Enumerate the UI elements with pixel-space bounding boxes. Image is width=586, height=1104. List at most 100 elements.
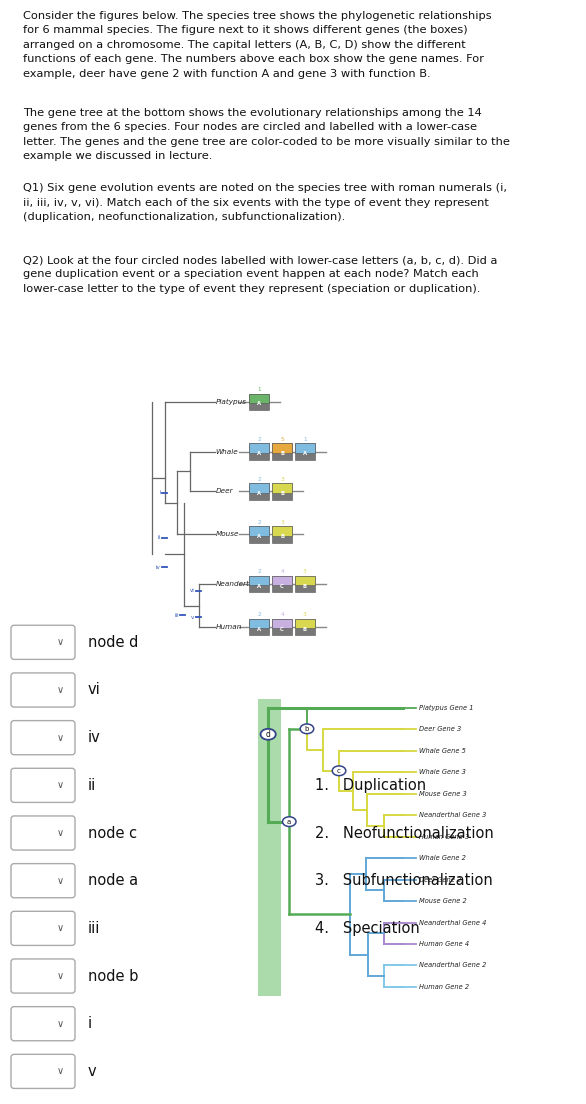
Text: A: A [257,584,261,588]
Text: ∨: ∨ [56,733,63,743]
FancyBboxPatch shape [272,484,292,499]
FancyBboxPatch shape [249,618,270,628]
FancyBboxPatch shape [258,699,281,996]
Text: Platypus: Platypus [216,399,247,405]
Text: 2: 2 [257,570,261,574]
Text: Mouse Gene 3: Mouse Gene 3 [419,790,467,797]
Text: Neanderthal Gene 4: Neanderthal Gene 4 [419,920,486,925]
Text: iii: iii [174,613,179,618]
Text: Q2) Look at the four circled nodes labelled with lower-case letters (a, b, c, d): Q2) Look at the four circled nodes label… [23,255,498,294]
Text: 3: 3 [280,520,284,524]
Text: 2: 2 [257,477,261,481]
Text: Whale: Whale [216,448,238,455]
FancyBboxPatch shape [295,444,315,459]
FancyBboxPatch shape [295,444,315,453]
Text: 2: 2 [257,437,261,442]
Text: node d: node d [88,635,138,650]
Text: d: d [265,730,271,739]
Text: 5: 5 [280,437,284,442]
FancyBboxPatch shape [295,618,315,636]
FancyBboxPatch shape [11,911,75,945]
FancyBboxPatch shape [272,576,292,592]
FancyBboxPatch shape [272,444,292,453]
Text: Human Gene 4: Human Gene 4 [419,941,469,947]
FancyBboxPatch shape [249,527,270,542]
FancyBboxPatch shape [11,1007,75,1041]
Text: 2.   Neofunctionalization: 2. Neofunctionalization [315,826,494,840]
FancyBboxPatch shape [272,527,292,535]
Text: i: i [88,1016,92,1031]
Text: Deer Gene 2: Deer Gene 2 [419,877,461,882]
Text: Neanderthal Gene 3: Neanderthal Gene 3 [419,813,486,818]
Text: b: b [305,725,309,732]
Text: ii: ii [88,778,96,793]
Text: vi: vi [189,588,195,593]
Text: Mouse Gene 2: Mouse Gene 2 [419,898,467,904]
Text: Consider the figures below. The species tree shows the phylogenetic relationship: Consider the figures below. The species … [23,11,492,78]
Text: ∨: ∨ [56,684,63,696]
Text: Neanderthal Gene 2: Neanderthal Gene 2 [419,963,486,968]
FancyBboxPatch shape [249,576,270,592]
Text: 3: 3 [280,477,284,481]
Text: node b: node b [88,968,138,984]
Text: v: v [191,615,195,619]
Text: Whale Gene 3: Whale Gene 3 [419,769,466,775]
FancyBboxPatch shape [272,576,292,585]
Text: ∨: ∨ [56,781,63,790]
Text: A: A [257,534,261,539]
Text: B: B [303,584,307,588]
Text: The gene tree at the bottom shows the evolutionary relationships among the 14
ge: The gene tree at the bottom shows the ev… [23,108,510,161]
Text: ∨: ∨ [56,923,63,933]
FancyBboxPatch shape [249,618,270,636]
FancyBboxPatch shape [272,484,292,492]
Circle shape [261,729,276,740]
Text: i: i [159,490,161,496]
FancyBboxPatch shape [295,576,315,592]
FancyBboxPatch shape [11,625,75,659]
Text: 3.   Subfunctionalization: 3. Subfunctionalization [315,873,493,889]
Text: B: B [280,534,284,539]
Text: Mouse: Mouse [216,531,239,538]
Text: ∨: ∨ [56,1019,63,1029]
Text: ∨: ∨ [56,1066,63,1076]
Text: iv: iv [156,565,161,570]
FancyBboxPatch shape [272,618,292,636]
Text: 3: 3 [303,570,306,574]
Text: Human Gene 3: Human Gene 3 [419,834,469,839]
FancyBboxPatch shape [272,618,292,628]
Text: Human: Human [216,624,242,630]
Text: C: C [280,627,284,631]
FancyBboxPatch shape [249,394,270,403]
Text: Whale Gene 5: Whale Gene 5 [419,747,466,754]
Circle shape [300,724,314,734]
Text: C: C [280,584,284,588]
Text: 1: 1 [257,388,261,392]
Text: vi: vi [88,682,101,698]
Text: B: B [280,491,284,496]
Text: 1.   Duplication: 1. Duplication [315,778,426,793]
FancyBboxPatch shape [11,863,75,898]
Text: iii: iii [88,921,100,936]
Text: 4: 4 [280,570,284,574]
Text: Whale Gene 2: Whale Gene 2 [419,856,466,861]
Text: Platypus Gene 1: Platypus Gene 1 [419,704,473,711]
FancyBboxPatch shape [272,444,292,459]
Text: iv: iv [88,730,101,745]
Text: 4.   Speciation: 4. Speciation [315,921,420,936]
FancyBboxPatch shape [249,527,270,535]
Text: B: B [303,627,307,631]
Text: Q1) Six gene evolution events are noted on the species tree with roman numerals : Q1) Six gene evolution events are noted … [23,183,507,222]
Text: v: v [88,1064,97,1079]
FancyBboxPatch shape [249,484,270,499]
FancyBboxPatch shape [249,394,270,411]
Text: Deer Gene 3: Deer Gene 3 [419,726,461,732]
Text: Human Gene 2: Human Gene 2 [419,984,469,990]
FancyBboxPatch shape [11,816,75,850]
FancyBboxPatch shape [272,527,292,542]
Text: ∨: ∨ [56,637,63,647]
Text: 2: 2 [257,520,261,524]
Text: node c: node c [88,826,137,840]
Text: Deer: Deer [216,488,233,495]
FancyBboxPatch shape [11,673,75,707]
Text: a: a [287,819,291,825]
